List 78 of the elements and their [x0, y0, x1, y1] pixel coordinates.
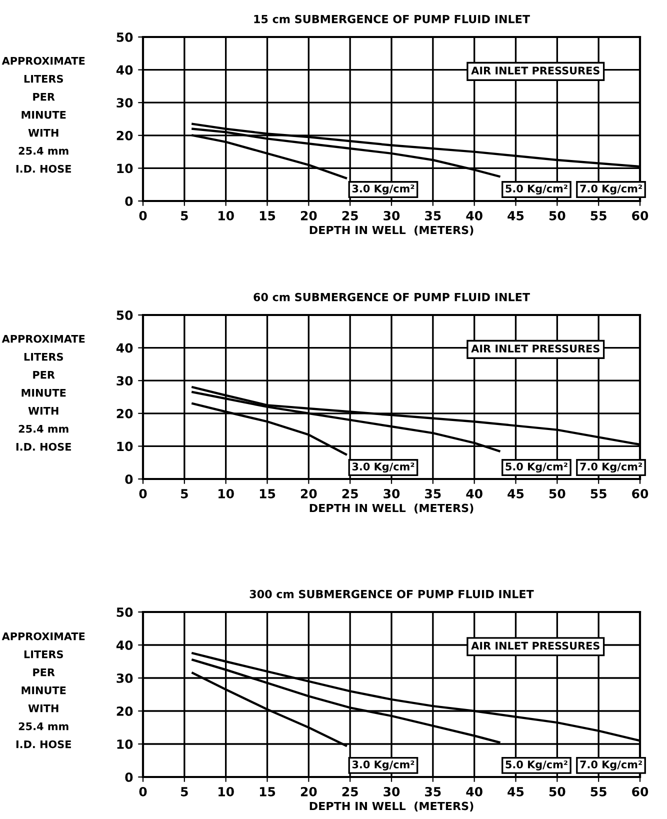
- series-label: 7.0 Kg/cm²: [580, 462, 642, 473]
- x-tick-label: 25: [342, 786, 358, 796]
- y-tick-label: 30: [116, 98, 133, 108]
- chart-title: 60 cm SUBMERGENCE OF PUMP FLUID INLET: [254, 292, 530, 302]
- series-label: 3.0 Kg/cm²: [352, 760, 414, 770]
- x-tick-label: 25: [342, 488, 358, 498]
- x-tick-label: 55: [590, 211, 606, 220]
- x-tick-label: 15: [260, 489, 276, 498]
- y-tick-label: 0: [125, 474, 133, 484]
- y-axis-title: APPROXIMATE LITERS PER MINUTE WITH 25.4 mm I.D. HOSE: [2, 56, 85, 173]
- y-axis-title: APPROXIMATE LITERS PER MINUTE WITH 25.4 mm I.D. HOSE: [2, 334, 85, 451]
- x-tick-label: 35: [425, 210, 441, 220]
- y-tick-label: 20: [116, 408, 133, 418]
- y-tick-label: 10: [117, 442, 133, 452]
- annotation: AIR INLET PRESSURES: [471, 642, 600, 650]
- x-tick-label: 0: [139, 488, 147, 498]
- x-tick-label: 30: [384, 488, 400, 498]
- x-tick-label: 40: [466, 488, 482, 498]
- y-tick-label: 0: [125, 196, 133, 206]
- x-tick-label: 0: [139, 210, 147, 220]
- x-tick-label: 15: [260, 787, 276, 796]
- x-tick-label: 20: [300, 786, 317, 796]
- x-tick-label: 20: [300, 488, 317, 498]
- x-tick-label: 25: [342, 210, 358, 220]
- series-label: 5.0 Kg/cm²: [506, 760, 568, 770]
- series-label: 5.0 Kg/cm²: [506, 184, 568, 195]
- x-tick-label: 50: [549, 210, 566, 220]
- series-label: 3.0 Kg/cm²: [352, 184, 414, 195]
- y-tick-label: 40: [116, 640, 133, 650]
- x-tick-label: 20: [300, 210, 317, 220]
- y-tick-label: 10: [117, 739, 133, 749]
- x-axis-title: DEPTH IN WELL (METERS): [310, 504, 474, 514]
- x-tick-label: 10: [218, 488, 234, 498]
- chart-title: 15 cm SUBMERGENCE OF PUMP FLUID INLET: [254, 14, 530, 24]
- y-tick-label: 20: [116, 706, 133, 716]
- x-tick-label: 45: [508, 787, 524, 796]
- x-tick-label: 55: [590, 489, 606, 498]
- x-tick-label: 35: [425, 488, 441, 498]
- chart-title: 300 cm SUBMERGENCE OF PUMP FLUID INLET: [250, 590, 534, 598]
- y-tick-label: 30: [116, 376, 133, 386]
- x-tick-label: 45: [508, 211, 524, 220]
- y-tick-label: 40: [116, 65, 133, 75]
- series-label: 5.0 Kg/cm²: [506, 462, 568, 473]
- x-axis-title: DEPTH IN WELL (METERS): [310, 802, 474, 812]
- x-tick-label: 55: [590, 787, 606, 796]
- annotation: AIR INLET PRESSURES: [471, 344, 600, 352]
- x-tick-label: 0: [139, 786, 147, 796]
- y-tick-label: 20: [116, 130, 133, 140]
- series-label: 7.0 Kg/cm²: [580, 760, 642, 770]
- annotation: AIR INLET PRESSURES: [471, 66, 600, 74]
- x-tick-label: 45: [508, 489, 524, 498]
- series-label: 7.0 Kg/cm²: [580, 184, 642, 195]
- y-tick-label: 10: [117, 164, 133, 174]
- x-tick-label: 60: [632, 210, 648, 220]
- y-tick-label: 40: [116, 343, 133, 353]
- x-tick-label: 50: [549, 488, 566, 498]
- y-axis-title: APPROXIMATE LITERS PER MINUTE WITH 25.4 mm I.D. HOSE: [2, 632, 85, 748]
- x-tick-label: 10: [218, 210, 234, 220]
- x-tick-label: 5: [181, 489, 188, 498]
- x-tick-label: 5: [181, 787, 188, 796]
- series-label: 3.0 Kg/cm²: [352, 462, 414, 473]
- x-tick-label: 60: [632, 786, 648, 796]
- x-tick-label: 50: [549, 786, 566, 796]
- x-tick-label: 40: [466, 210, 482, 220]
- x-tick-label: 30: [384, 786, 400, 796]
- x-tick-label: 40: [466, 786, 482, 796]
- y-tick-label: 30: [116, 673, 133, 683]
- x-tick-label: 15: [260, 211, 276, 220]
- x-tick-label: 30: [384, 210, 400, 220]
- x-tick-label: 10: [218, 786, 234, 796]
- x-axis-title: DEPTH IN WELL (METERS): [310, 226, 474, 236]
- x-tick-label: 60: [632, 488, 648, 498]
- y-tick-label: 50: [116, 607, 133, 617]
- y-tick-label: 50: [116, 310, 133, 320]
- y-tick-label: 0: [125, 772, 133, 782]
- x-tick-label: 5: [181, 211, 188, 220]
- y-tick-label: 50: [116, 32, 133, 42]
- x-tick-label: 35: [425, 786, 441, 796]
